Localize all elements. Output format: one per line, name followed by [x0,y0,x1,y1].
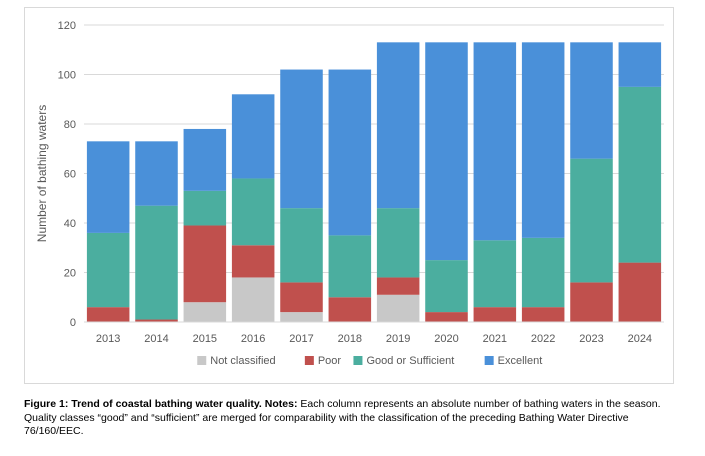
bar-segment [135,141,178,205]
bar-segment [329,70,372,236]
bar-segment [619,263,662,322]
y-tick-label: 0 [70,317,76,329]
y-tick-label: 80 [64,119,76,131]
bar-segment [280,208,323,282]
legend-swatch [485,356,494,365]
bar-segment [570,282,613,322]
bar-segment [232,94,275,178]
bar-segment [377,208,420,277]
x-tick-label: 2014 [144,333,168,345]
bar-segment [87,141,130,233]
bar-segment [184,129,227,191]
bar-segment [377,42,420,208]
bar-segment [570,159,613,283]
bar-segment [570,42,613,158]
y-axis-ticks: 0 20 40 60 80 100 120 [58,20,76,329]
caption-title: Figure 1: Trend of coastal bathing water… [24,398,262,410]
legend: Not classified Poor Good or Sufficient Exce… [197,355,542,367]
x-tick-label: 2018 [338,333,362,345]
x-tick-label: 2015 [193,333,217,345]
legend-swatch [353,356,362,365]
legend-swatch [305,356,314,365]
bar-segment [474,307,517,322]
bar-segment [425,312,468,322]
x-tick-label: 2020 [434,333,458,345]
bar-segment [522,42,565,238]
bars [87,42,661,322]
x-tick-label: 2016 [241,333,265,345]
bar-segment [232,277,275,322]
bar-segment [619,87,662,263]
legend-label: Excellent [498,355,543,367]
bar-segment [87,233,130,307]
y-tick-label: 20 [64,268,76,280]
legend-swatch [197,356,206,365]
bar-segment [329,235,372,297]
bar-segment [474,240,517,307]
bar-segment [184,191,227,226]
bar-segment [425,260,468,312]
bar-segment [377,295,420,322]
bar-segment [232,178,275,245]
legend-label: Good or Sufficient [366,355,454,367]
stacked-bar-chart: 0 20 40 60 80 100 120 2013 2014 2015 2016 2017 2018… [24,7,674,384]
y-axis-title: Number of bathing waters [35,105,49,242]
x-tick-label: 2023 [579,333,603,345]
x-tick-label: 2024 [628,333,652,345]
bar-segment [280,312,323,322]
caption-notes-label: Notes: [265,398,298,410]
figure-caption: Figure 1: Trend of coastal bathing water… [24,398,674,439]
x-tick-label: 2017 [289,333,313,345]
legend-label: Not classified [210,355,275,367]
bar-segment [522,307,565,322]
bar-segment [280,282,323,312]
x-axis-ticks: 2013 2014 2015 2016 2017 2018 2019 2020 2021 2022… [96,333,652,345]
bar-segment [184,302,227,322]
x-tick-label: 2022 [531,333,555,345]
bar-segment [280,70,323,209]
x-tick-label: 2013 [96,333,120,345]
y-tick-label: 120 [58,20,76,32]
bar-segment [87,307,130,322]
legend-label: Poor [318,355,342,367]
y-tick-label: 100 [58,70,76,82]
bar-segment [232,245,275,277]
bar-segment [522,238,565,307]
bar-segment [377,277,420,294]
bar-segment [425,42,468,260]
y-tick-label: 60 [64,169,76,181]
bar-segment [184,225,227,302]
y-tick-label: 40 [64,218,76,230]
bar-segment [329,297,372,322]
x-tick-label: 2019 [386,333,410,345]
bar-segment [619,42,662,87]
bar-segment [474,42,517,240]
x-tick-label: 2021 [483,333,507,345]
bar-segment [135,206,178,320]
